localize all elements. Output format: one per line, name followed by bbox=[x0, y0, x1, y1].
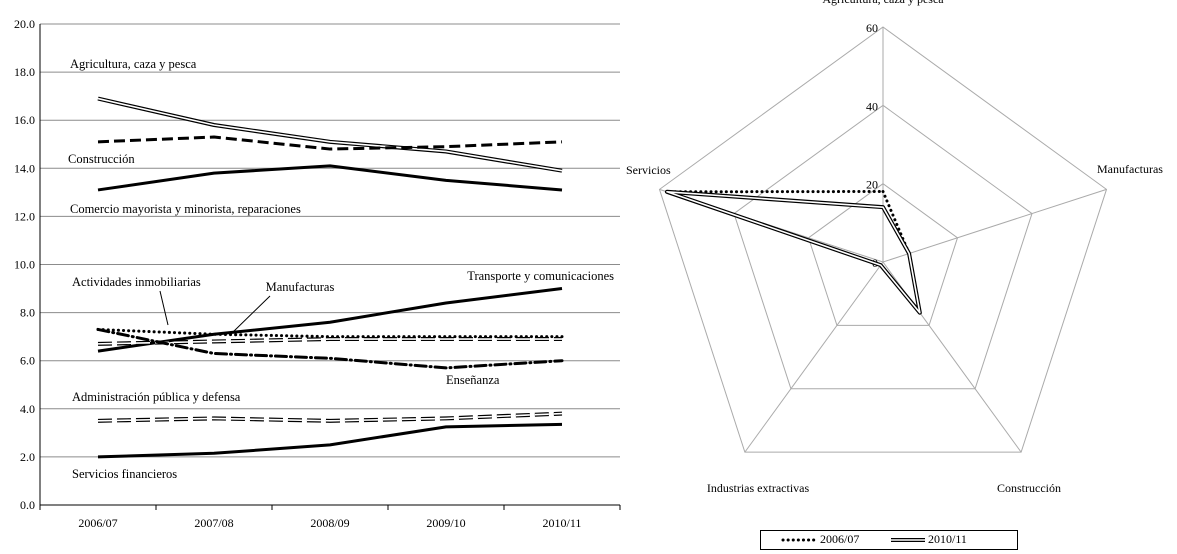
y-tick-label: 4.0 bbox=[20, 402, 35, 416]
radar-axis-label: Manufacturas bbox=[1097, 162, 1163, 176]
series-label: Agricultura, caza y pesca bbox=[70, 57, 197, 71]
x-tick-label: 2006/07 bbox=[78, 516, 117, 530]
radar-legend: 2006/07 2010/11 bbox=[760, 530, 1018, 550]
radar-axis-label: Agricultura, caza y pesca bbox=[822, 0, 944, 6]
series-line bbox=[97, 287, 563, 353]
radar-series bbox=[665, 190, 922, 315]
radar-tick-label: 60 bbox=[866, 21, 878, 35]
legend-label-2006: 2006/07 bbox=[820, 532, 860, 546]
series-label: Comercio mayorista y minorista, reparaci… bbox=[70, 202, 301, 216]
y-tick-label: 16.0 bbox=[14, 113, 35, 127]
x-tick-label: 2007/08 bbox=[194, 516, 233, 530]
radar-grid-ring bbox=[658, 26, 1108, 453]
series-label: Construcción bbox=[68, 152, 135, 166]
y-tick-label: 2.0 bbox=[20, 450, 35, 464]
series-label: Actividades inmobiliarias bbox=[72, 275, 201, 289]
series-label: Enseñanza bbox=[446, 373, 500, 387]
x-tick-label: 2009/10 bbox=[426, 516, 465, 530]
y-tick-label: 20.0 bbox=[14, 17, 35, 31]
radar-tick-label: 40 bbox=[866, 99, 878, 113]
radar-grid-ring bbox=[807, 183, 959, 326]
series-line-inner bbox=[97, 97, 563, 172]
x-tick-label: 2008/09 bbox=[310, 516, 349, 530]
y-tick-label: 14.0 bbox=[14, 161, 35, 175]
radar-grid-ring bbox=[733, 104, 1033, 390]
legend-label-2010: 2010/11 bbox=[928, 532, 967, 546]
series-line-inner bbox=[97, 338, 562, 345]
y-tick-label: 0.0 bbox=[20, 498, 35, 512]
series-label: Manufacturas bbox=[266, 280, 335, 294]
y-tick-label: 18.0 bbox=[14, 65, 35, 79]
radar-axis-label: Servicios bbox=[626, 163, 671, 177]
series-label: Administración pública y defensa bbox=[72, 390, 241, 404]
series-line-inner bbox=[97, 412, 563, 422]
radar-series bbox=[664, 189, 922, 315]
series-line bbox=[97, 422, 563, 459]
leader-line bbox=[159, 290, 169, 326]
series-label: Servicios financieros bbox=[72, 467, 177, 481]
radar-axis-label: Construcción bbox=[997, 481, 1061, 495]
y-tick-label: 8.0 bbox=[20, 306, 35, 320]
series-line bbox=[96, 327, 564, 339]
x-tick-label: 2010/11 bbox=[543, 516, 582, 530]
series-label: Transporte y comunicaciones bbox=[467, 269, 614, 283]
y-tick-label: 10.0 bbox=[14, 258, 35, 272]
radar-spoke bbox=[882, 188, 1107, 263]
y-tick-label: 12.0 bbox=[14, 209, 35, 223]
series-line bbox=[97, 164, 563, 192]
radar-series-inner bbox=[666, 191, 921, 314]
leader-line bbox=[231, 295, 271, 334]
series-line bbox=[97, 135, 563, 151]
y-tick-label: 6.0 bbox=[20, 354, 35, 368]
radar-tick-label: 20 bbox=[866, 178, 878, 192]
radar-axis-label: Industrias extractivas bbox=[707, 481, 810, 495]
radar-spoke bbox=[744, 261, 884, 453]
series-line bbox=[96, 327, 564, 370]
